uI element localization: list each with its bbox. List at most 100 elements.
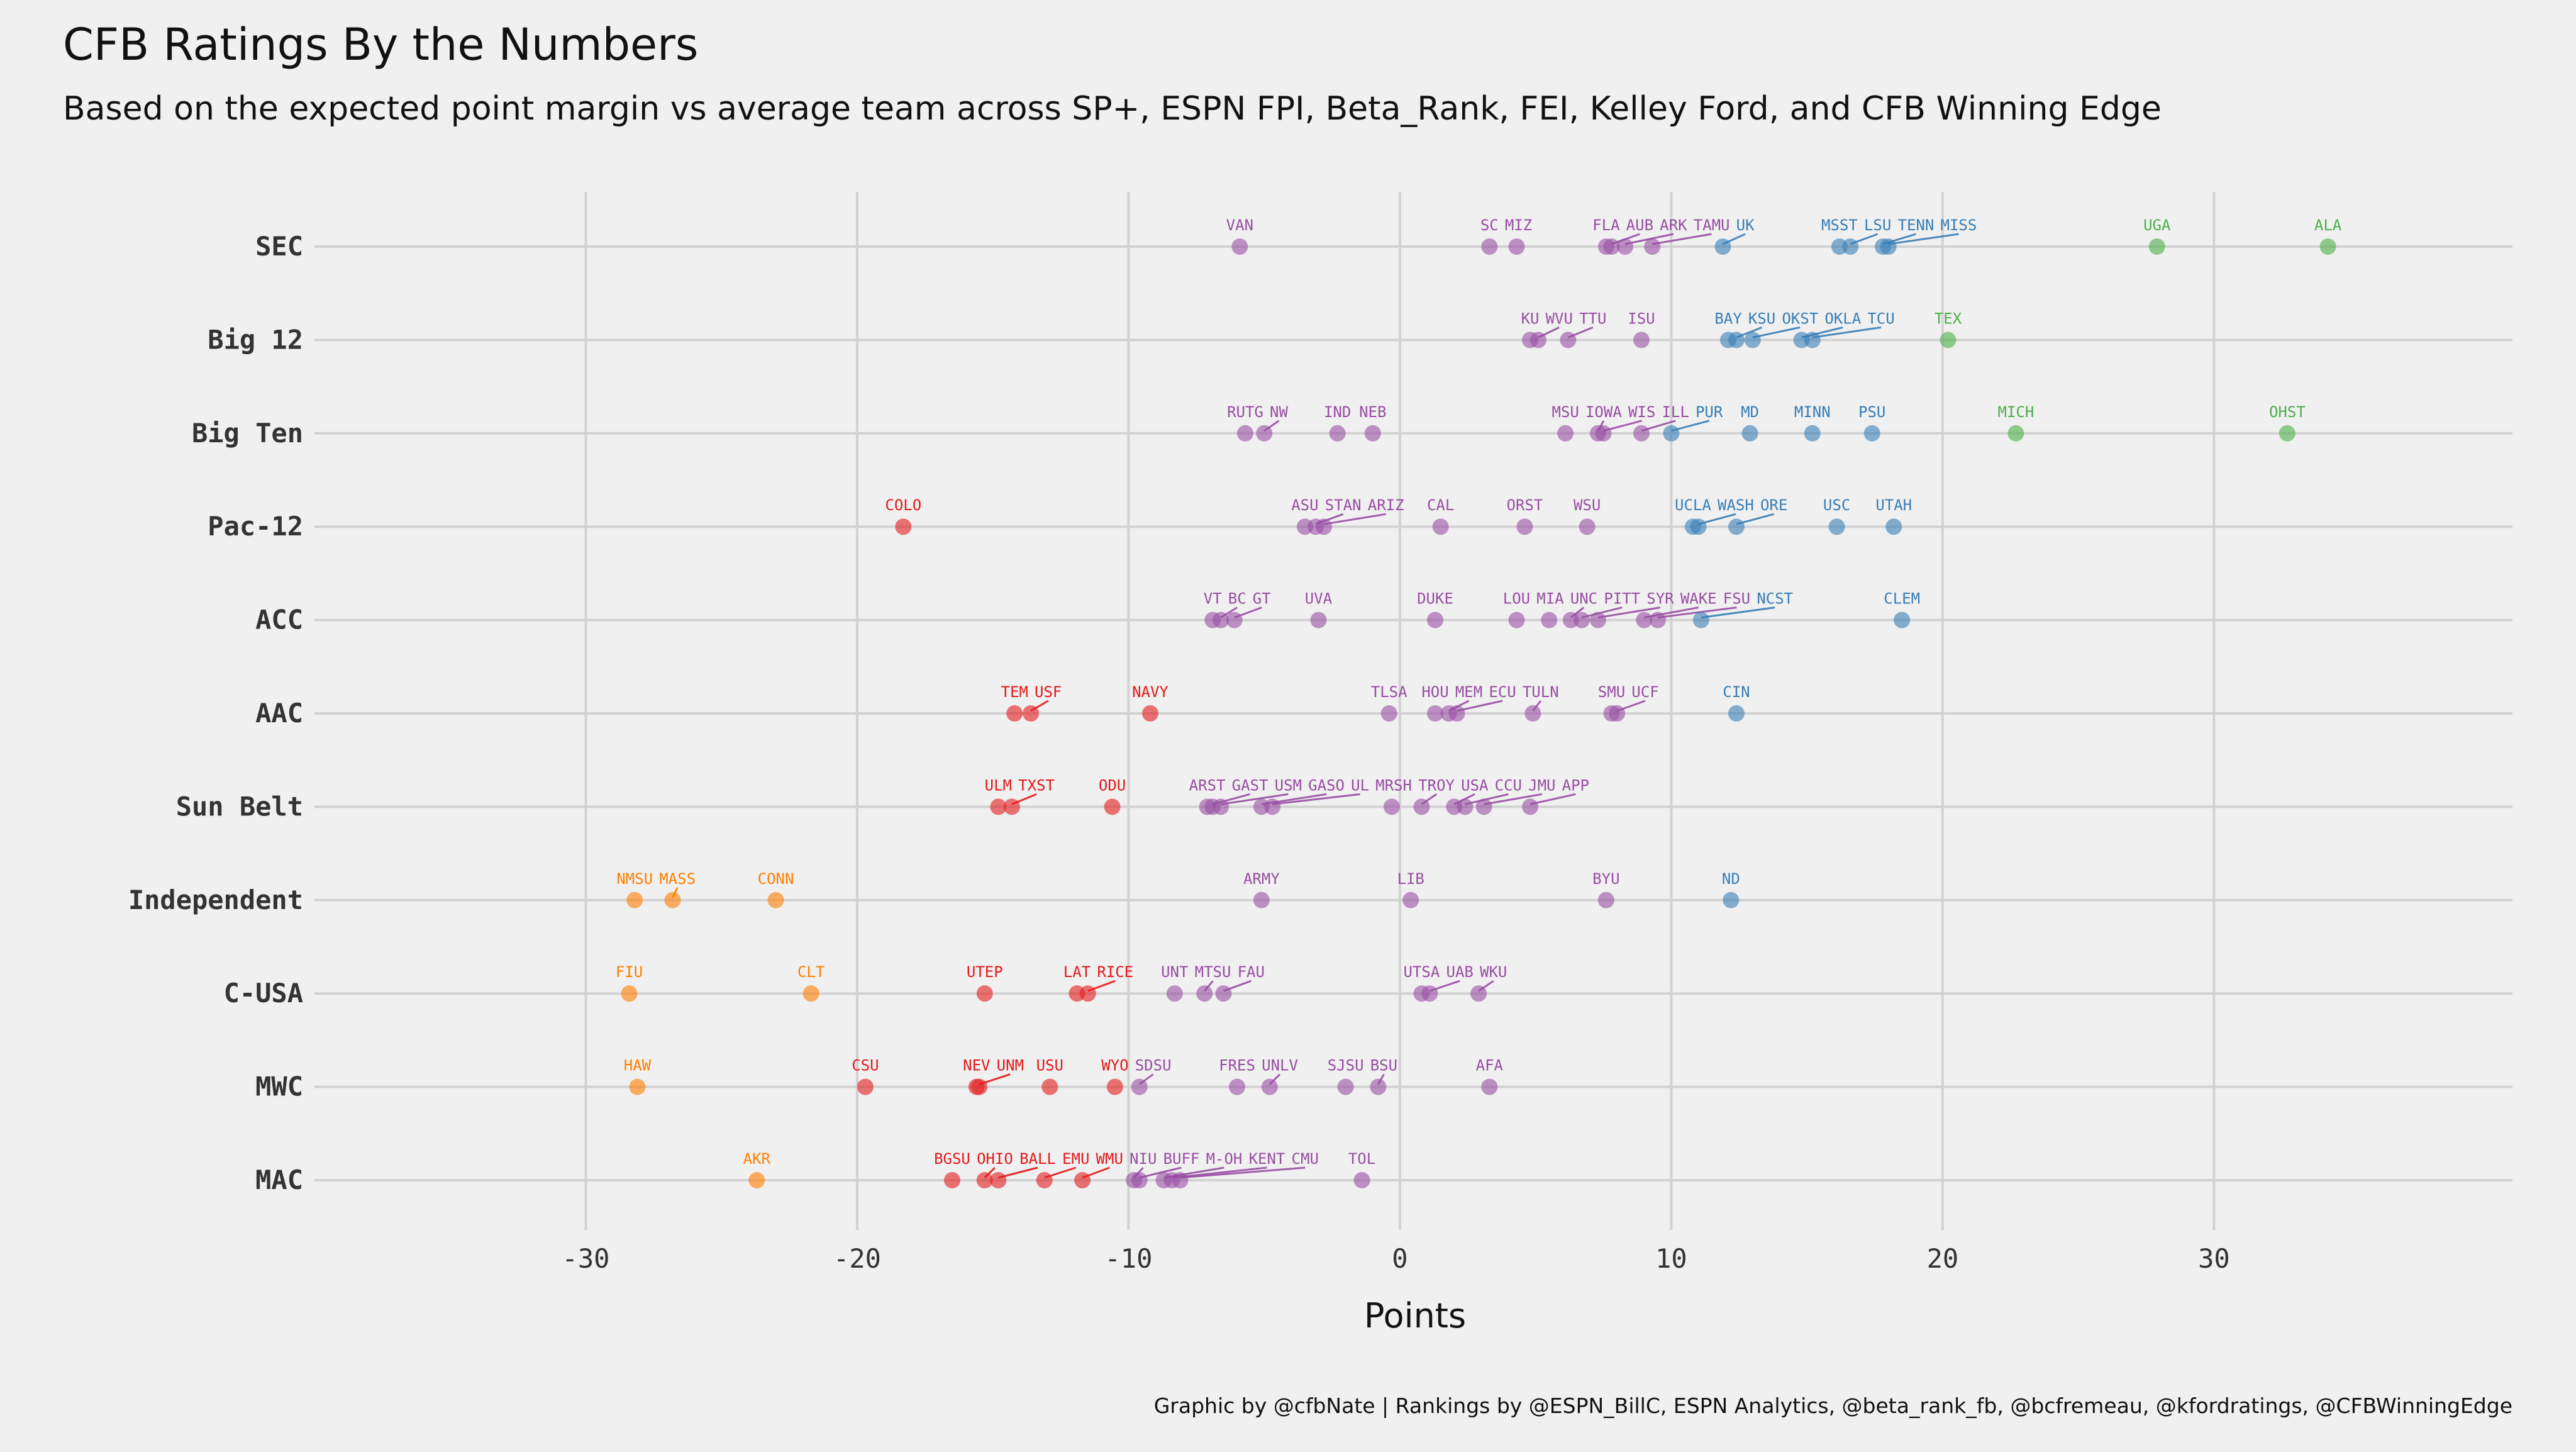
x-tick-label: -20 — [833, 1243, 881, 1274]
x-tick-label: 0 — [1392, 1243, 1407, 1274]
team-label: IOWA — [1585, 403, 1622, 421]
team-point — [1023, 705, 1040, 722]
team-label: FLA — [1592, 216, 1620, 234]
label-leader-line — [1888, 233, 1959, 245]
team-point — [1649, 612, 1666, 628]
conference-label: Pac-12 — [208, 511, 303, 542]
team-point — [1940, 332, 1957, 349]
team-label: PSU — [1858, 403, 1885, 421]
team-point — [990, 1172, 1007, 1188]
team-point — [802, 985, 819, 1002]
team-label: CAL — [1427, 496, 1454, 514]
team-label: RICE — [1097, 963, 1133, 981]
team-point — [1633, 425, 1650, 442]
team-label: HOU — [1421, 683, 1448, 701]
label-leader-line — [1657, 606, 1737, 619]
team-point — [1804, 425, 1821, 442]
team-point — [1141, 705, 1158, 722]
team-label: STAN — [1325, 496, 1362, 514]
label-leader-line — [1220, 793, 1289, 805]
team-point — [1603, 238, 1620, 255]
team-point — [664, 891, 681, 908]
team-point — [2007, 425, 2024, 442]
team-label: TEX — [1935, 310, 1962, 327]
data-points — [621, 238, 2336, 1188]
conference-label: MWC — [255, 1071, 303, 1102]
team-point — [2148, 238, 2165, 255]
team-point — [1364, 425, 1381, 442]
team-label: ODU — [1099, 776, 1126, 794]
team-label: UTSA — [1404, 963, 1440, 981]
team-label: ULM — [985, 776, 1012, 794]
team-point — [1728, 332, 1745, 349]
x-tick-label: -30 — [562, 1243, 610, 1274]
x-tick-label: -10 — [1105, 1243, 1153, 1274]
label-leader-line — [1752, 326, 1801, 338]
team-label: COLO — [885, 496, 921, 514]
team-point — [748, 1172, 765, 1188]
x-axis-title: Points — [1364, 1296, 1466, 1336]
team-label: CONN — [758, 870, 794, 888]
team-label: RUTG — [1227, 403, 1263, 421]
team-label: DUKE — [1417, 590, 1453, 608]
team-label: TENN — [1898, 216, 1935, 234]
team-point — [1880, 238, 1897, 255]
team-point — [1597, 891, 1614, 908]
team-label: SDSU — [1135, 1057, 1172, 1075]
team-point — [1104, 798, 1121, 815]
chart-subtitle: Based on the expected point margin vs av… — [63, 90, 2162, 128]
team-point — [1172, 1172, 1189, 1188]
team-label: TEM — [1001, 683, 1028, 701]
team-label: TROY — [1418, 776, 1455, 794]
team-label: JMU — [1528, 776, 1555, 794]
team-label: UTEP — [967, 963, 1003, 981]
team-label: M-OH — [1206, 1150, 1243, 1168]
conference-label: Big 12 — [208, 324, 303, 355]
team-point — [626, 891, 643, 908]
team-label: GASO — [1308, 776, 1345, 794]
team-label: USM — [1275, 776, 1302, 794]
conference-label: MAC — [255, 1164, 303, 1195]
team-point — [1457, 798, 1474, 815]
team-point — [1530, 332, 1546, 349]
team-label: SYR — [1646, 590, 1674, 608]
team-point — [1728, 518, 1745, 535]
team-label: FSU — [1723, 590, 1750, 608]
team-label: UNM — [997, 1057, 1024, 1075]
team-label: ARIZ — [1368, 496, 1404, 514]
team-label: WVU — [1546, 310, 1573, 327]
team-point — [1166, 985, 1183, 1002]
team-point — [1236, 425, 1253, 442]
team-label: UAB — [1446, 963, 1474, 981]
conference-labels: SEC Big 12 Big Ten Pac-12 ACC AAC Sun Belt Inde… — [128, 231, 303, 1195]
team-label: WIS — [1628, 403, 1655, 421]
team-point — [1636, 612, 1653, 628]
team-point — [1644, 238, 1661, 255]
team-label: CSU — [852, 1057, 879, 1075]
team-point — [971, 1078, 988, 1095]
team-point — [1522, 798, 1539, 815]
team-point — [1256, 425, 1273, 442]
team-point — [1541, 612, 1558, 628]
label-leader-line — [1180, 1166, 1306, 1179]
conference-label: Sun Belt — [176, 791, 303, 822]
caption: Graphic by @cfbNate | Rankings by @ESPN_… — [1154, 1393, 2512, 1418]
team-point — [1744, 332, 1761, 349]
team-label: MSU — [1552, 403, 1579, 421]
team-label: AUB — [1626, 216, 1653, 234]
team-label: NCST — [1757, 590, 1793, 608]
team-point — [1402, 891, 1419, 908]
team-point — [976, 1172, 993, 1188]
team-label: MD — [1741, 403, 1759, 421]
label-leader-line — [1597, 606, 1661, 619]
team-label: TOL — [1348, 1150, 1375, 1168]
team-point — [1229, 1078, 1246, 1095]
team-label: UGA — [2143, 216, 2171, 234]
team-label: WAKE — [1680, 590, 1717, 608]
team-point — [767, 891, 784, 908]
team-label: MSST — [1821, 216, 1858, 234]
team-point — [1006, 705, 1023, 722]
team-label: GT — [1253, 590, 1271, 608]
team-label: LOU — [1503, 590, 1530, 608]
team-point — [1560, 332, 1577, 349]
